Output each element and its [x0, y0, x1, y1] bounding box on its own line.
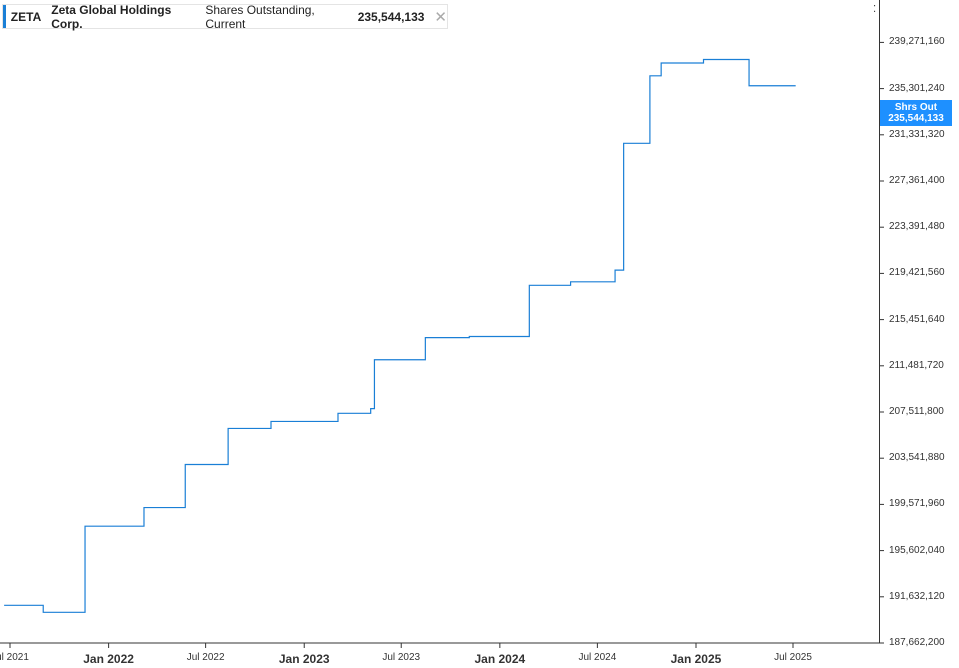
current-value-flag: Shrs Out 235,544,133 [880, 100, 952, 126]
y-tick-label: 195,602,040 [889, 544, 945, 556]
y-tick-label: 243,241,080 [889, 0, 945, 1]
y-tick-label: 227,361,400 [889, 175, 945, 186]
x-tick-label: Jan 2023 [278, 652, 330, 666]
close-icon[interactable]: ✕ [434, 8, 447, 26]
y-tick-label: 207,511,800 [889, 406, 944, 417]
legend-accent-bar [3, 5, 6, 28]
y-tick-label: 215,451,640 [889, 313, 945, 325]
y-tick-label: 239,271,160 [889, 36, 945, 48]
series-line-zeta [4, 58, 796, 613]
flag-label: Shrs Out [894, 102, 938, 113]
y-tick-label: 231,331,320 [889, 128, 945, 140]
y-tick-label: 223,391,480 [889, 221, 945, 233]
y-tick-label: 187,662,200 [889, 637, 945, 648]
y-axis-line [879, 0, 880, 643]
y-tick-label: 203,541,880 [889, 452, 945, 464]
x-tick-label: Jul 2023 [382, 652, 421, 663]
legend-ticker[interactable]: ZETA [10, 9, 42, 24]
x-tick-label: Jul 2021 [0, 652, 29, 663]
series-legend: ZETA Zeta Global Holdings Corp. Shares O… [2, 2, 448, 31]
legend-company-name: Zeta Global Holdings Corp. [51, 2, 172, 31]
x-tick-label: Jan 2022 [83, 652, 134, 666]
x-tick-label: Jul 2025 [774, 652, 812, 663]
y-tick-label: 199,571,960 [889, 498, 945, 510]
y-tick-label: 219,421,560 [889, 267, 945, 279]
x-tick-label: Jul 2024 [578, 652, 617, 663]
flag-value: 235,544,133 [888, 113, 944, 124]
legend-metric-name: Shares Outstanding, Current [205, 2, 315, 31]
x-tick-label: Jan 2025 [670, 652, 722, 666]
y-tick-label: 211,481,720 [889, 359, 944, 371]
y-tick-label: 235,301,240 [889, 82, 945, 94]
gridlines [0, 41, 884, 648]
x-tick-label: Jul 2022 [186, 652, 225, 663]
y-tick-label: 191,632,120 [889, 590, 945, 602]
axis-menu-dots[interactable]: ⁚ [873, 4, 877, 15]
legend-current-value: 235,544,133 [357, 9, 425, 24]
x-tick-label: Jan 2024 [474, 652, 526, 666]
